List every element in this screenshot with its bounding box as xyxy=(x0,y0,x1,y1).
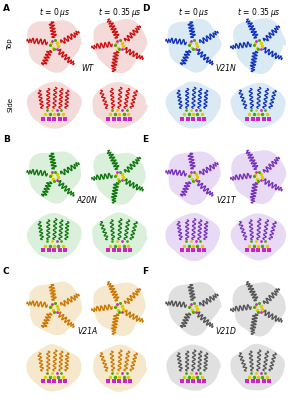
Polygon shape xyxy=(169,152,220,204)
Text: Top: Top xyxy=(7,38,13,50)
Polygon shape xyxy=(29,152,80,203)
Polygon shape xyxy=(166,214,219,260)
Polygon shape xyxy=(168,20,221,72)
Text: $t\,{=}\,0.35\,\mu$s: $t\,{=}\,0.35\,\mu$s xyxy=(237,6,280,19)
Polygon shape xyxy=(97,217,143,256)
Polygon shape xyxy=(28,82,81,128)
Text: V21D: V21D xyxy=(216,327,236,336)
Polygon shape xyxy=(231,84,285,128)
Polygon shape xyxy=(238,23,281,69)
Text: V21N: V21N xyxy=(216,64,236,73)
Polygon shape xyxy=(97,86,143,124)
Polygon shape xyxy=(173,286,216,331)
Polygon shape xyxy=(31,348,77,387)
Polygon shape xyxy=(170,217,216,257)
Text: F: F xyxy=(142,267,148,276)
Polygon shape xyxy=(98,157,141,200)
Polygon shape xyxy=(235,348,280,386)
Polygon shape xyxy=(94,283,145,335)
Polygon shape xyxy=(28,21,81,72)
Polygon shape xyxy=(33,156,76,199)
Text: $t\,{=}\,0\,\mu$s: $t\,{=}\,0\,\mu$s xyxy=(178,6,209,19)
Text: D: D xyxy=(142,4,149,13)
Polygon shape xyxy=(234,19,285,73)
Text: C: C xyxy=(3,267,10,276)
Polygon shape xyxy=(171,349,216,387)
Polygon shape xyxy=(94,154,145,204)
Text: $t\,{=}\,0\,\mu$s: $t\,{=}\,0\,\mu$s xyxy=(39,6,70,19)
Text: WT: WT xyxy=(81,64,93,73)
Polygon shape xyxy=(173,156,216,200)
Polygon shape xyxy=(233,283,285,336)
Text: Side: Side xyxy=(7,98,13,112)
Polygon shape xyxy=(166,82,220,128)
Text: A: A xyxy=(3,4,10,13)
Polygon shape xyxy=(232,151,285,204)
Text: B: B xyxy=(3,135,10,144)
Polygon shape xyxy=(28,214,81,259)
Text: A20N: A20N xyxy=(77,196,98,204)
Polygon shape xyxy=(94,345,147,391)
Polygon shape xyxy=(98,349,143,388)
Polygon shape xyxy=(98,287,141,331)
Polygon shape xyxy=(231,214,285,260)
Polygon shape xyxy=(170,86,216,124)
Text: V21A: V21A xyxy=(77,327,97,336)
Polygon shape xyxy=(93,83,147,128)
Polygon shape xyxy=(237,287,281,332)
Polygon shape xyxy=(169,283,220,335)
Polygon shape xyxy=(32,217,77,255)
Polygon shape xyxy=(93,213,147,259)
Polygon shape xyxy=(98,24,143,68)
Polygon shape xyxy=(172,23,217,68)
Polygon shape xyxy=(32,24,77,68)
Polygon shape xyxy=(167,345,220,390)
Text: $t\,{=}\,0.35\,\mu$s: $t\,{=}\,0.35\,\mu$s xyxy=(98,6,141,19)
Polygon shape xyxy=(34,286,77,330)
Polygon shape xyxy=(231,344,284,390)
Text: E: E xyxy=(142,135,148,144)
Text: V21T: V21T xyxy=(216,196,236,204)
Polygon shape xyxy=(31,86,77,124)
Polygon shape xyxy=(94,20,147,72)
Polygon shape xyxy=(27,345,81,391)
Polygon shape xyxy=(30,282,81,334)
Polygon shape xyxy=(235,87,281,124)
Polygon shape xyxy=(236,155,281,199)
Polygon shape xyxy=(235,217,281,256)
